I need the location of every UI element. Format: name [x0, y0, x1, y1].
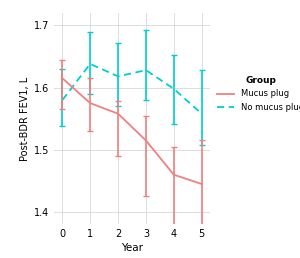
Y-axis label: Post-BDR FEV1, L: Post-BDR FEV1, L [20, 77, 30, 161]
X-axis label: Year: Year [121, 244, 143, 254]
Legend: Mucus plug, No mucus plug: Mucus plug, No mucus plug [217, 76, 300, 112]
